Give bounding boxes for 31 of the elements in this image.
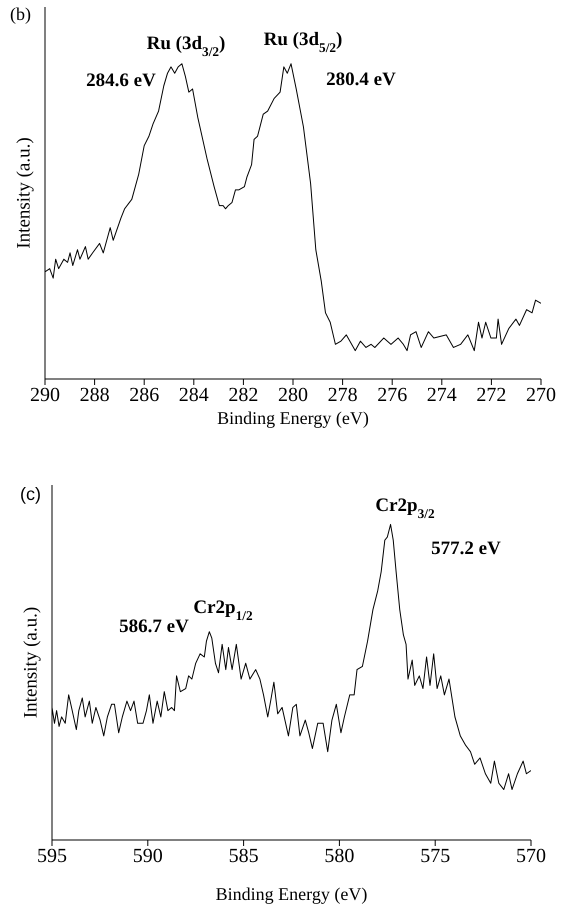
- annotation: 284.6 eV: [86, 70, 156, 92]
- chart-title: (b): [10, 4, 31, 25]
- y-axis-title: Intensity (a.u.): [20, 606, 42, 718]
- y-axis-title: Intensity (a.u.): [14, 137, 35, 249]
- annotation: Cr2p$_{1/2}$: [193, 597, 253, 623]
- annotation: 586.7 eV: [119, 616, 190, 638]
- x-tick-label: 570: [516, 845, 546, 868]
- chart-title: (c): [20, 484, 41, 505]
- x-tick-label: 284: [178, 384, 209, 406]
- annotation: 577.2 eV: [431, 538, 502, 560]
- x-tick-label: 276: [377, 384, 408, 406]
- text: Ru (3d$_{5/2}$): [264, 29, 342, 55]
- x-tick-label: 585: [228, 845, 259, 868]
- x-tick-label: 282: [228, 384, 258, 406]
- text: Ru (3d$_{3/2}$): [146, 33, 226, 59]
- x-axis-title: Binding Energy (eV): [217, 408, 369, 428]
- x-tick-label: 286: [129, 384, 160, 406]
- x-tick-label: 595: [37, 845, 67, 868]
- x-tick-label: 270: [526, 384, 556, 406]
- x-tick-label: 272: [476, 384, 506, 406]
- x-tick-label: 290: [30, 384, 60, 406]
- x-tick-label: 575: [420, 845, 450, 868]
- x-tick-label: 288: [80, 384, 110, 406]
- x-tick-label: 274: [426, 384, 457, 406]
- x-tick-label: 580: [324, 845, 354, 868]
- x-tick-label: 280: [278, 384, 308, 406]
- text: Cr2p$_{3/2}$: [375, 495, 435, 521]
- x-tick-label: 590: [132, 845, 163, 868]
- x-tick-label: 278: [328, 384, 358, 406]
- x-axis-title: Binding Energy (eV): [216, 884, 368, 904]
- annotation: 280.4 eV: [326, 69, 396, 90]
